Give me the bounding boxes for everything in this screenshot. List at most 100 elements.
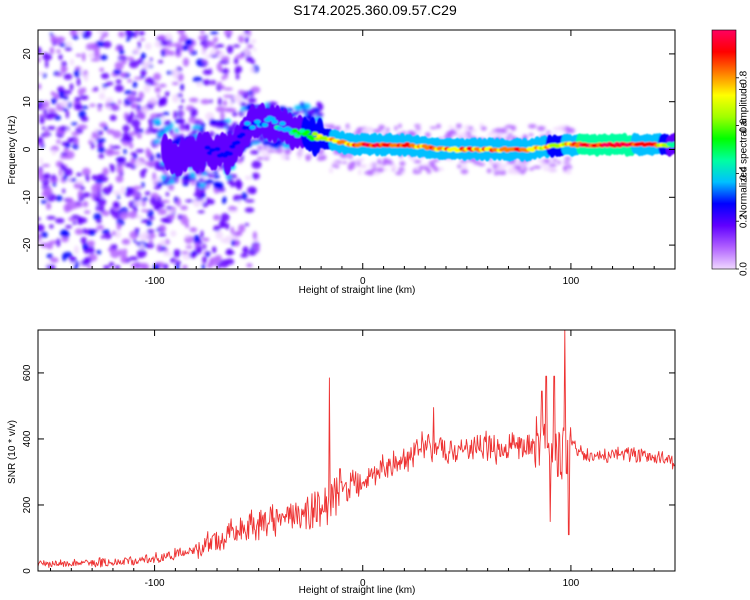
noise-blob: [115, 175, 124, 183]
noise-blob: [376, 167, 385, 173]
noise-blob: [76, 77, 81, 87]
signal-blob: [192, 128, 197, 135]
noise-blob: [188, 116, 197, 124]
signal-blob: [240, 106, 246, 112]
noise-blob: [563, 165, 567, 169]
noise-blob: [109, 114, 117, 121]
noise-blob: [39, 157, 43, 165]
noise-blob: [115, 46, 119, 52]
noise-blob: [158, 60, 164, 64]
noise-blob: [257, 145, 263, 151]
noise-blob: [137, 41, 141, 49]
ridge-core: [209, 147, 216, 153]
ridge-core: [204, 145, 211, 150]
noise-blob: [112, 230, 116, 236]
ridge-core: [311, 131, 319, 136]
noise-blob: [189, 227, 198, 233]
noise-blob: [160, 39, 169, 47]
noise-blob: [49, 257, 59, 263]
noise-blob: [40, 104, 45, 111]
noise-blob: [100, 235, 104, 239]
noise-blob: [118, 248, 124, 257]
noise-blob: [219, 259, 229, 268]
y-tick-label: 20: [22, 48, 33, 60]
noise-blob: [508, 163, 517, 167]
noise-blob: [76, 172, 83, 177]
noise-blob: [56, 38, 62, 42]
noise-blob: [377, 158, 382, 165]
noise-blob: [221, 68, 230, 74]
noise-blob: [89, 103, 96, 108]
noise-blob: [63, 73, 73, 80]
noise-blob: [176, 198, 182, 207]
x-tick-label: 0: [360, 578, 366, 589]
noise-blob: [51, 97, 57, 105]
noise-blob: [64, 46, 72, 51]
noise-blob: [149, 196, 157, 206]
noise-blob: [133, 31, 138, 38]
snr-panel: -100 0 100 0 200 400 600 Height of straight l…: [7, 329, 676, 596]
noise-blob: [192, 76, 203, 83]
noise-blob: [81, 52, 86, 62]
noise-blob: [528, 124, 537, 129]
signal-blob: [152, 118, 162, 125]
noise-blob: [207, 173, 214, 178]
ridge-core: [291, 128, 299, 133]
noise-blob: [158, 232, 167, 237]
noise-blob: [394, 125, 398, 131]
noise-blob: [214, 169, 218, 175]
noise-blob: [61, 141, 68, 146]
noise-blob: [219, 219, 226, 229]
noise-blob: [67, 137, 73, 143]
noise-blob: [93, 213, 102, 221]
noise-blob: [54, 115, 61, 121]
noise-blob: [96, 197, 107, 207]
noise-blob: [156, 35, 167, 41]
noise-blob: [111, 145, 121, 150]
noise-blob: [144, 160, 155, 167]
noise-blob: [445, 131, 452, 137]
noise-blob: [213, 214, 221, 221]
ridge-core: [309, 136, 316, 141]
noise-blob: [198, 35, 207, 41]
noise-blob: [249, 150, 260, 155]
snr-plot-area: [38, 330, 675, 571]
noise-blob: [564, 156, 572, 161]
noise-blob: [133, 46, 140, 55]
noise-blob: [184, 38, 193, 47]
signal-blob: [236, 184, 242, 190]
noise-blob: [134, 126, 141, 134]
noise-blob: [98, 153, 105, 159]
noise-blob: [46, 241, 54, 250]
noise-blob: [97, 107, 102, 112]
noise-blob: [107, 248, 115, 252]
noise-blob: [235, 73, 240, 80]
noise-blob: [505, 124, 514, 129]
noise-blob: [167, 215, 176, 220]
signal-blob: [251, 141, 261, 145]
noise-blob: [334, 165, 340, 169]
snr-line: [38, 330, 675, 569]
noise-blob: [251, 172, 260, 180]
x-tick-label: 100: [563, 578, 580, 589]
signal-blob: [155, 153, 162, 159]
noise-blob: [211, 246, 217, 254]
noise-blob: [124, 135, 134, 143]
noise-blob: [436, 123, 441, 129]
noise-blob: [196, 82, 203, 87]
noise-blob: [108, 104, 119, 110]
noise-blob: [297, 154, 302, 160]
noise-blob: [38, 217, 41, 221]
noise-blob: [50, 35, 57, 44]
signal-blob: [182, 182, 189, 187]
noise-blob: [189, 97, 199, 103]
noise-blob: [399, 161, 406, 167]
noise-blob: [42, 173, 52, 179]
noise-blob: [228, 209, 239, 213]
y-tick-label: 400: [22, 430, 33, 447]
noise-blob: [56, 139, 61, 144]
noise-blob: [73, 103, 82, 111]
noise-blob: [185, 245, 193, 249]
y-tick-label: 200: [22, 496, 33, 513]
noise-blob: [62, 188, 66, 194]
